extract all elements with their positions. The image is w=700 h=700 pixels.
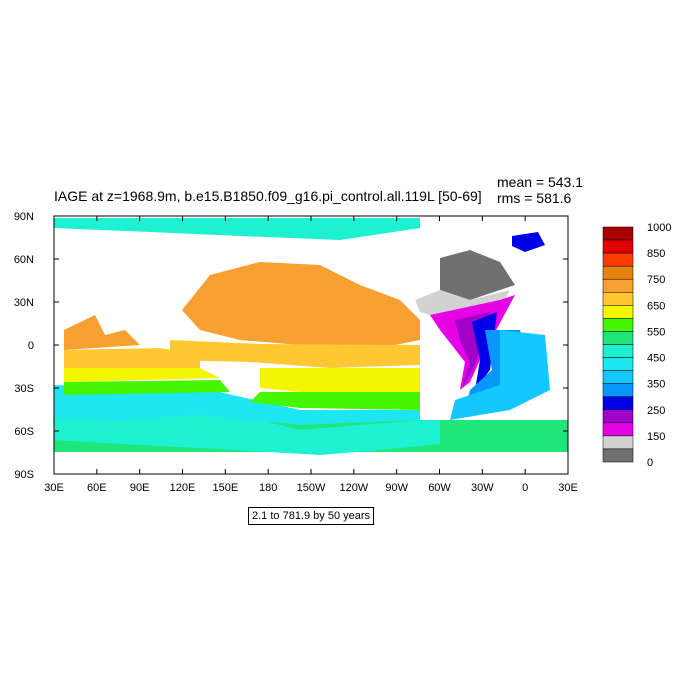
arctic-ocean-cyan	[54, 218, 420, 240]
south-pacific-green	[250, 392, 420, 410]
colorbar-swatch	[602, 265, 634, 280]
y-tick-label: 30N	[14, 297, 34, 309]
y-tick-label: 0	[28, 340, 34, 352]
colorbar-label: 750	[647, 274, 665, 286]
x-tick-label: 30E	[44, 482, 64, 494]
contour-range-note: 2.1 to 781.9 by 50 years	[248, 507, 375, 525]
mean-stat: mean = 543.1	[497, 174, 584, 190]
x-tick-label: 150W	[297, 482, 326, 494]
colorbar-label: 250	[647, 405, 665, 417]
y-tick-label: 60N	[14, 254, 34, 266]
colorbar-swatch	[602, 292, 634, 306]
colorbar-label: 350	[647, 379, 665, 391]
x-tick-label: 60E	[87, 482, 107, 494]
colorbar-swatch	[602, 409, 634, 424]
colorbar-swatch	[602, 226, 634, 241]
colorbar-swatch	[602, 305, 634, 319]
x-tick-label: 30W	[471, 482, 494, 494]
colorbar-swatch	[602, 422, 634, 437]
y-tick-label: 60S	[14, 426, 34, 438]
colorbar-label: 550	[647, 326, 665, 338]
colorbar-swatch	[602, 344, 634, 358]
x-tick-label: 60W	[428, 482, 451, 494]
colorbar-swatch	[602, 331, 634, 345]
colorbar-swatch	[602, 278, 634, 293]
x-tick-label: 90W	[385, 482, 408, 494]
colorbar-swatch	[602, 239, 634, 254]
colorbar-swatch	[602, 435, 634, 450]
colorbar-swatch	[602, 318, 634, 332]
x-tick-label: 120E	[170, 482, 196, 494]
tropical-pacific-gold	[170, 340, 420, 368]
colorbar-label: 650	[647, 300, 665, 312]
x-tick-label: 30E	[558, 482, 578, 494]
nordic-seas-blue	[512, 232, 545, 252]
indian-ocean-green	[64, 380, 230, 395]
plot-title: IAGE at z=1968.9m, b.e15.B1850.f09_g16.p…	[54, 188, 482, 204]
x-tick-label: 150E	[212, 482, 238, 494]
colorbar-swatch	[602, 448, 634, 463]
x-tick-label: 180	[259, 482, 277, 494]
rms-stat: rms = 581.6	[497, 190, 572, 206]
north-atlantic-gray	[440, 250, 515, 300]
y-tick-label: 90S	[14, 469, 34, 481]
y-tick-label: 30S	[14, 383, 34, 395]
south-pacific-teal	[54, 385, 420, 425]
x-tick-label: 90E	[130, 482, 150, 494]
y-tick-label: 90N	[14, 211, 34, 223]
colorbar-label: 850	[647, 248, 665, 260]
colorbar-swatch	[602, 357, 634, 371]
indian-ocean-yellow	[64, 368, 220, 382]
ocean-field	[54, 216, 568, 474]
colorbar-label: 0	[647, 457, 653, 469]
south-pacific-yellow	[260, 368, 420, 392]
colorbar-label: 450	[647, 353, 665, 365]
indian-ocean-gold	[64, 348, 200, 368]
colorbar-label: 150	[647, 431, 665, 443]
indian-ocean-orange	[64, 315, 140, 350]
north-pacific-orange	[182, 262, 420, 348]
colorbar-label: 1000	[647, 222, 671, 234]
colorbar-swatch	[602, 396, 634, 411]
colorbar-swatch	[602, 252, 634, 267]
x-tick-label: 0	[522, 482, 528, 494]
south-atlantic-sky	[450, 330, 550, 420]
x-tick-label: 120W	[339, 482, 368, 494]
colorbar: 1000 850 750 650 550 450 350 250 150 0	[602, 222, 671, 469]
colorbar-swatch	[602, 370, 634, 384]
colorbar-swatch	[602, 383, 634, 397]
map-axes: 30E 60E 90E 120E 150E 180 150W 120W 90W 60W 30W 0 30…	[14, 211, 578, 494]
